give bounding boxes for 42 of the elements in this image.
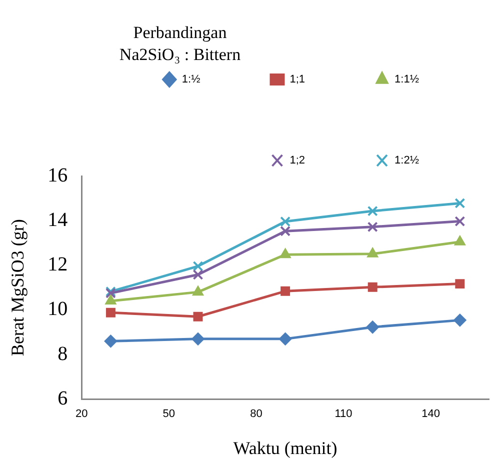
- y-tick-label: 12: [48, 254, 68, 276]
- point: [106, 308, 116, 318]
- point: [280, 286, 290, 296]
- legend-label: 1;1: [290, 74, 306, 86]
- point: [280, 216, 291, 227]
- y-tick-label: 8: [58, 342, 68, 365]
- x-tick-label: 110: [334, 408, 352, 420]
- x-tick-label: 140: [422, 408, 440, 420]
- point: [367, 222, 378, 232]
- chart-title: Perbandingan Na2SiO₃ : Bittern: [118, 22, 242, 66]
- point: [453, 314, 466, 327]
- point: [278, 332, 292, 346]
- point: [455, 279, 465, 289]
- y-tick-label: 6: [58, 387, 68, 410]
- legend-label: 1:2½: [394, 154, 420, 167]
- point: [367, 206, 378, 216]
- point: [192, 260, 204, 272]
- point: [192, 286, 204, 296]
- legend-label: 1;2: [290, 154, 306, 167]
- x-tick-label: 80: [250, 408, 262, 420]
- x-tick-label: 20: [75, 408, 88, 420]
- point: [454, 235, 466, 246]
- point: [192, 269, 204, 280]
- point: [454, 198, 466, 208]
- point: [280, 248, 291, 258]
- point: [280, 226, 291, 236]
- y-axis-title: Berat MgSiO3 (gr): [8, 219, 28, 356]
- x-tick-label: 50: [162, 408, 176, 420]
- legend-label: 1:1½: [394, 74, 420, 86]
- point: [454, 216, 466, 227]
- point: [366, 320, 380, 334]
- point: [104, 334, 118, 348]
- point: [192, 332, 204, 346]
- point: [366, 247, 378, 258]
- legend-label: 1:½: [182, 74, 200, 86]
- y-tick-label: 14: [48, 208, 68, 231]
- point: [368, 282, 378, 292]
- x-axis-title: Waktu (menit): [233, 438, 338, 458]
- point: [105, 294, 116, 304]
- y-tick-label: 16: [48, 164, 68, 186]
- y-tick-label: 10: [48, 298, 68, 320]
- point: [193, 312, 203, 322]
